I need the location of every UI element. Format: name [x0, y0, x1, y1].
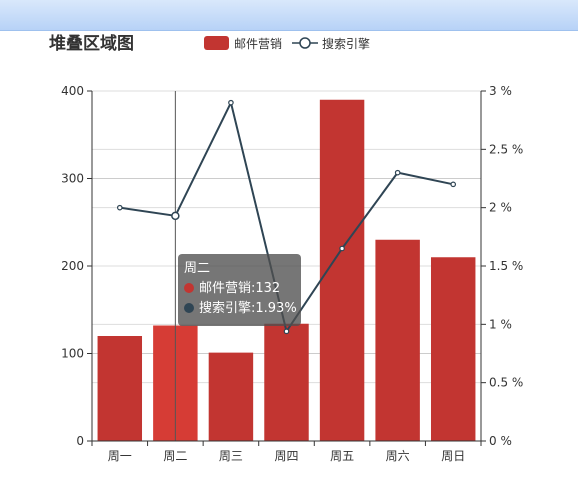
bar-2 [208, 352, 254, 441]
bar-6 [430, 257, 476, 441]
bar-0 [97, 336, 143, 441]
legend-item-line[interactable]: 搜索引擎 [292, 36, 370, 51]
y-left-tick-label-0: 0 [76, 434, 84, 448]
tooltip-line-text: 搜索引擎:1.93% [199, 301, 297, 316]
y-right-tick-label-2: 1 % [489, 317, 512, 331]
x-tick-label-5: 周六 [386, 449, 410, 463]
line-point-4 [339, 245, 345, 252]
line-point-2 [228, 99, 234, 106]
legend-item-bar[interactable]: 邮件营销 [204, 36, 282, 51]
x-tick-label-0: 周一 [108, 449, 132, 463]
tooltip-title: 周二 [184, 261, 211, 276]
x-tick-label-4: 周五 [330, 449, 354, 463]
legend-bar-label: 邮件营销 [234, 37, 282, 51]
tooltip-bar-text: 邮件营销:132 [199, 281, 281, 296]
line-point-1 [171, 211, 180, 221]
y-left-tick-label-4: 400 [61, 84, 84, 98]
x-tick-label-2: 周三 [219, 449, 243, 463]
y-right-tick-label-6: 3 % [489, 84, 512, 98]
line-point-6 [450, 181, 457, 188]
line-series [116, 99, 457, 335]
bar-series [97, 99, 476, 441]
legend-line-marker [299, 37, 311, 49]
window-header-band [0, 0, 578, 31]
tooltip-row-line: 搜索引擎:1.93% [184, 299, 297, 319]
y-left-tick-label-1: 100 [61, 347, 84, 361]
y-right-tick-label-1: 0.5 % [489, 376, 523, 390]
tooltip-bar-dot [184, 283, 194, 293]
legend-line-label: 搜索引擎 [322, 36, 370, 51]
y-left-tick-label-2: 200 [61, 259, 84, 273]
x-tick-label-6: 周日 [441, 449, 465, 463]
axes: 0 100 200 300 400 0 % 0.5 % 1 % 1.5 % 2 % 2.5 % 3 %… [61, 84, 523, 463]
x-tick-label-1: 周二 [163, 449, 187, 463]
legend-bar-swatch [204, 36, 229, 50]
tooltip: 周二 邮件营销:132 搜索引擎:1.93% [178, 254, 301, 326]
x-tick-label-3: 周四 [274, 449, 298, 463]
legend[interactable]: 邮件营销 搜索引擎 [204, 36, 370, 51]
tooltip-row-bar: 邮件营销:132 [184, 279, 295, 299]
line-point-0 [116, 204, 123, 211]
y-right-tick-label-3: 1.5 % [489, 259, 523, 273]
tooltip-line-dot [184, 303, 194, 313]
line-point-5 [394, 169, 401, 176]
chart-title: 堆叠区域图 [49, 33, 134, 54]
bar-3 [264, 323, 309, 441]
y-right-tick-label-4: 2 % [489, 201, 512, 215]
y-right-tick-label-5: 2.5 % [489, 142, 523, 156]
y-right-tick-label-0: 0 % [489, 434, 512, 448]
bar-5 [375, 239, 420, 441]
line-point-3 [283, 328, 290, 335]
y-left-tick-label-3: 300 [61, 172, 84, 186]
